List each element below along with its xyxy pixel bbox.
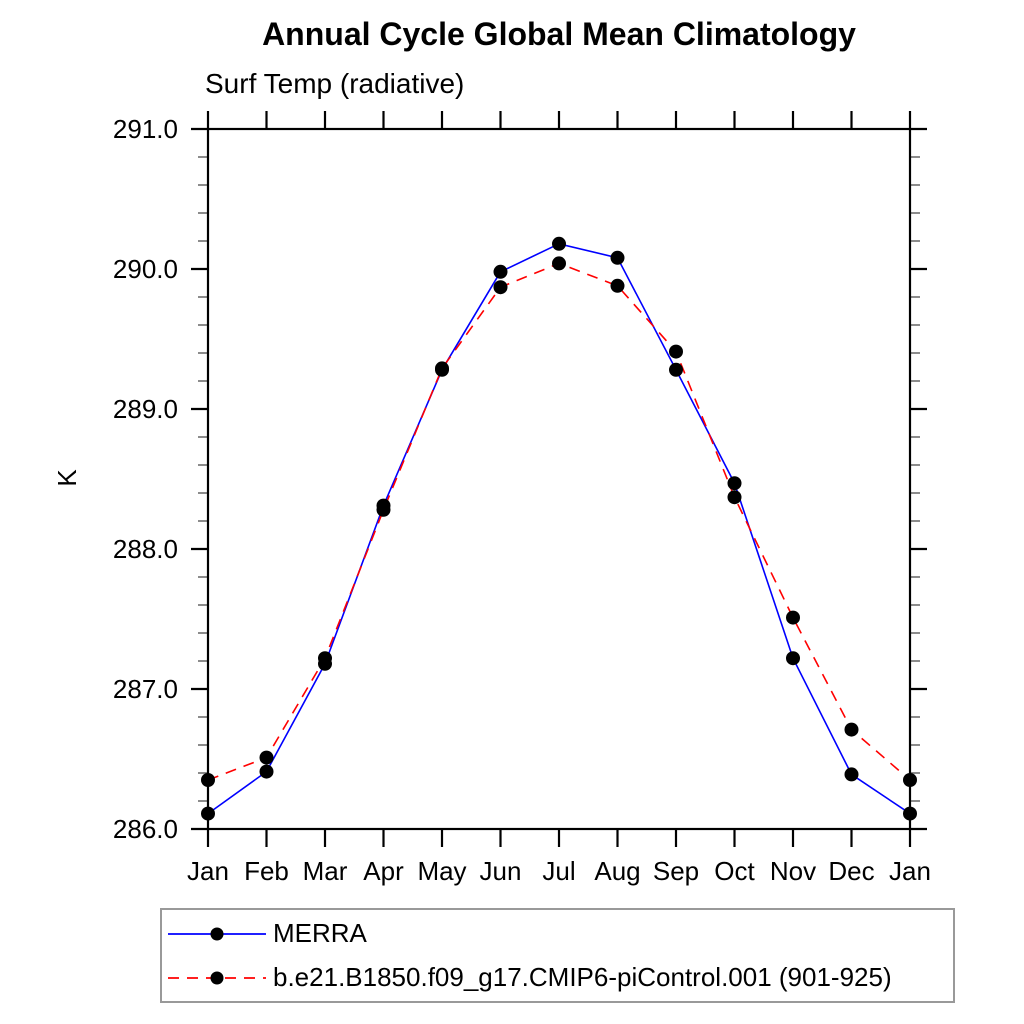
data-point-marker <box>786 610 800 625</box>
x-tick-label: Oct <box>714 856 755 886</box>
data-point-marker <box>493 264 508 279</box>
data-point-marker <box>844 722 859 737</box>
data-point-marker <box>552 236 566 251</box>
series-line-1 <box>207 262 911 781</box>
legend-label-merra: MERRA <box>273 918 367 948</box>
data-point-marker <box>259 764 274 779</box>
legend-row-picontrol: b.e21.B1850.f09_g17.CMIP6-piControl.001 … <box>166 958 953 998</box>
data-point-marker <box>318 651 332 666</box>
x-tick-label: Apr <box>363 856 404 886</box>
chart-subtitle: Surf Temp (radiative) <box>205 68 465 99</box>
x-tick-label: Jun <box>480 856 522 886</box>
legend-sample-marker <box>210 971 224 984</box>
data-point-marker <box>610 278 625 293</box>
legend-row-merra: MERRA <box>166 914 953 954</box>
x-tick-label: Feb <box>244 856 289 886</box>
x-tick-label: Dec <box>828 856 874 886</box>
x-tick-label: Jul <box>542 856 575 886</box>
data-point-marker <box>786 651 800 666</box>
plot-border <box>206 127 912 831</box>
y-tick-label: 289.0 <box>113 394 178 424</box>
legend-sample-marker <box>210 927 224 940</box>
data-point-marker <box>552 256 566 271</box>
y-tick-label: 291.0 <box>113 114 178 144</box>
data-point-marker <box>669 362 683 377</box>
x-tick-label: Aug <box>594 856 640 886</box>
x-tick-label: Jan <box>889 856 931 886</box>
x-tick-label: Jan <box>187 856 229 886</box>
y-tick-label: 286.0 <box>113 814 178 844</box>
legend: MERRA b.e21.B1850.f09_g17.CMIP6-piContro… <box>160 908 955 1003</box>
series-line-0 <box>207 242 911 815</box>
chart-title: Annual Cycle Global Mean Climatology <box>262 16 856 52</box>
data-point-marker <box>493 280 508 295</box>
data-point-marker <box>844 767 859 782</box>
data-point-marker <box>610 250 625 265</box>
legend-line-sample-picontrol <box>168 971 266 984</box>
data-point-marker <box>435 361 449 376</box>
y-tick-label: 290.0 <box>113 254 178 284</box>
x-tick-label: Mar <box>303 856 348 886</box>
data-point-marker <box>903 773 917 787</box>
x-tick-label: Nov <box>770 856 816 886</box>
y-tick-label: 288.0 <box>113 534 178 564</box>
data-point-marker <box>376 502 391 517</box>
y-axis-label: K <box>52 469 82 487</box>
data-point-marker <box>201 806 215 821</box>
legend-line-sample-merra <box>168 927 266 940</box>
x-tick-label: May <box>417 856 466 886</box>
data-point-marker <box>727 490 742 505</box>
data-point-marker <box>201 773 215 787</box>
y-tick-label: 287.0 <box>113 674 178 704</box>
x-tick-label: Sep <box>653 856 699 886</box>
data-point-marker <box>903 806 917 821</box>
data-point-marker <box>669 344 683 359</box>
legend-label-picontrol: b.e21.B1850.f09_g17.CMIP6-piControl.001 … <box>273 962 892 992</box>
data-point-marker <box>727 476 742 491</box>
data-point-marker <box>259 750 274 765</box>
